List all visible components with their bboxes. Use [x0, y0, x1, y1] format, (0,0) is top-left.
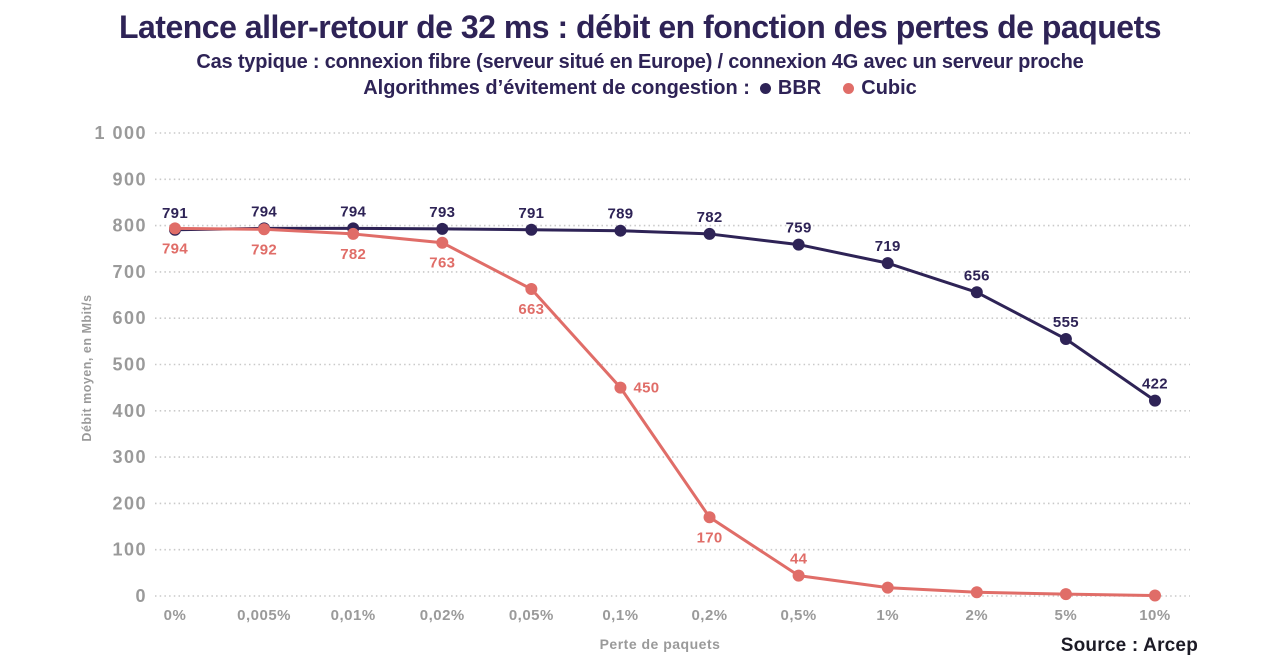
point-cubic-2: [347, 227, 360, 240]
point-bbr-7: [792, 238, 805, 251]
point-bbr-8: [881, 257, 894, 270]
x-tick-label-1: 0,005%: [237, 607, 291, 624]
point-label-bbr-9: 656: [964, 267, 990, 284]
x-tick-label-2: 0,01%: [331, 607, 376, 624]
point-label-bbr-3: 793: [429, 204, 455, 221]
point-label-bbr-10: 555: [1053, 314, 1079, 331]
series-line-cubic: [173, 226, 1157, 598]
point-label-bbr-4: 791: [518, 205, 544, 222]
x-tick-label-6: 0,2%: [691, 607, 727, 624]
point-bbr-9: [970, 286, 983, 299]
point-cubic-3: [436, 236, 449, 249]
point-label-bbr-5: 789: [607, 206, 633, 223]
x-tick-label-9: 2%: [965, 607, 988, 624]
point-label-bbr-6: 782: [697, 209, 723, 226]
point-cubic-6: [703, 511, 716, 524]
point-label-cubic-1: 792: [251, 241, 277, 258]
point-bbr-10: [1059, 333, 1072, 346]
y-tick-label-0: 0: [135, 586, 147, 606]
point-cubic-5: [614, 381, 627, 394]
x-tick-label-8: 1%: [876, 607, 899, 624]
chart-subtitle: Cas typique : connexion fibre (serveur s…: [196, 51, 1084, 73]
y-tick-label-700: 700: [112, 262, 147, 282]
bbr-dot-icon: [759, 83, 771, 94]
point-bbr-5: [614, 224, 627, 237]
point-cubic-0: [169, 222, 181, 235]
legend-label-bbr: BBR: [777, 77, 822, 99]
y-tick-label-800: 800: [112, 216, 147, 236]
y-tick-label-400: 400: [112, 401, 147, 421]
x-tick-label-10: 5%: [1055, 607, 1078, 624]
x-tick-label-5: 0,1%: [602, 607, 638, 624]
point-label-cubic-3: 763: [429, 255, 455, 272]
x-tick-label-0: 0%: [164, 607, 187, 624]
point-label-cubic-6: 170: [697, 529, 723, 546]
point-bbr-11: [1148, 394, 1161, 407]
y-tick-label-500: 500: [112, 355, 147, 375]
point-label-bbr-8: 719: [875, 238, 901, 255]
point-cubic-1: [258, 223, 271, 236]
point-bbr-6: [703, 227, 716, 240]
series-line-bbr: [173, 226, 1157, 403]
point-label-cubic-4: 663: [518, 301, 544, 318]
x-tick-label-11: 10%: [1139, 607, 1171, 624]
chart-header: Latence aller-retour de 32 ms : débit en…: [0, 0, 1280, 100]
point-label-bbr-7: 759: [786, 220, 812, 237]
point-cubic-11: [1148, 589, 1161, 602]
point-label-bbr-1: 794: [251, 203, 277, 220]
point-label-bbr-11: 422: [1142, 376, 1168, 393]
point-cubic-7: [792, 569, 805, 582]
y-tick-label-200: 200: [112, 493, 147, 513]
point-label-cubic-2: 782: [340, 246, 366, 263]
y-tick-label-1000: 1 000: [94, 123, 147, 143]
point-label-cubic-7: 44: [790, 551, 808, 568]
point-label-cubic-5: 450: [633, 380, 659, 397]
chart-title: Latence aller-retour de 32 ms : débit en…: [118, 9, 1162, 45]
y-tick-label-900: 900: [112, 169, 147, 189]
legend-prefix: Algorithmes d’évitement de congestion :: [363, 77, 750, 99]
legend-label-cubic: Cubic: [861, 77, 917, 99]
x-tick-label-4: 0,05%: [509, 607, 554, 624]
point-cubic-8: [881, 581, 894, 594]
y-tick-label-300: 300: [112, 447, 147, 467]
legend-item-bbr: BBR: [759, 77, 822, 100]
point-cubic-4: [525, 283, 538, 296]
legend-item-cubic: Cubic: [843, 77, 917, 100]
cubic-dot-icon: [843, 83, 855, 94]
legend: Algorithmes d’évitement de congestion : …: [0, 77, 1280, 100]
y-tick-label-600: 600: [112, 308, 147, 328]
point-label-bbr-0: 791: [162, 205, 188, 222]
point-bbr-3: [436, 222, 449, 235]
y-axis-title: Débit moyen, en Mbit/s: [80, 294, 94, 441]
point-label-bbr-2: 794: [340, 203, 366, 220]
x-tick-label-7: 0,5%: [781, 607, 817, 624]
x-axis-title: Perte de paquets: [600, 636, 721, 652]
y-tick-label-100: 100: [112, 540, 147, 560]
source-credit: Source : Arcep: [1060, 635, 1198, 656]
point-cubic-9: [970, 586, 983, 599]
point-bbr-4: [525, 223, 538, 236]
x-tick-label-3: 0,02%: [420, 607, 465, 624]
point-label-cubic-0: 794: [162, 240, 188, 257]
point-cubic-10: [1059, 588, 1072, 601]
